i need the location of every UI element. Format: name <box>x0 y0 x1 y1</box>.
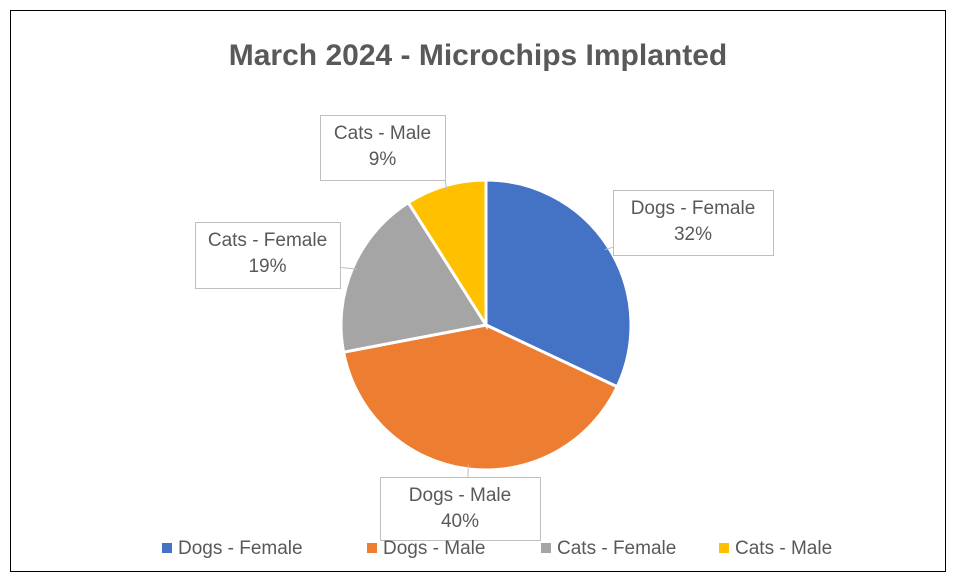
callout-box <box>380 477 541 541</box>
legend-swatch <box>367 543 377 553</box>
callout-pointer <box>339 266 357 270</box>
callout-pointer <box>444 179 448 191</box>
data-label-value: 9% <box>369 149 397 170</box>
legend-label: Cats - Female <box>557 538 676 559</box>
callout-pointer <box>467 464 469 478</box>
data-label-category: Cats - Female <box>208 230 327 251</box>
callout-box <box>613 190 774 256</box>
callout-pointer <box>604 246 614 251</box>
legend-label: Dogs - Female <box>178 538 303 559</box>
data-label-category: Dogs - Female <box>631 198 756 219</box>
legend-swatch <box>541 543 551 553</box>
data-label-value: 40% <box>441 511 479 532</box>
legend-swatch <box>719 543 729 553</box>
legend-label: Cats - Male <box>735 538 832 559</box>
pie-slice <box>339 200 489 354</box>
chart-title: March 2024 - Microchips Implanted <box>229 39 727 72</box>
pie-slice <box>484 178 633 389</box>
callout-box <box>320 115 446 181</box>
legend-label: Dogs - Male <box>383 538 485 559</box>
legend-swatch <box>162 543 172 553</box>
data-label-category: Dogs - Male <box>409 485 511 506</box>
data-label-value: 19% <box>248 256 286 277</box>
callout-box <box>195 222 341 289</box>
data-label-value: 32% <box>674 224 712 245</box>
data-label-category: Cats - Male <box>334 123 431 144</box>
